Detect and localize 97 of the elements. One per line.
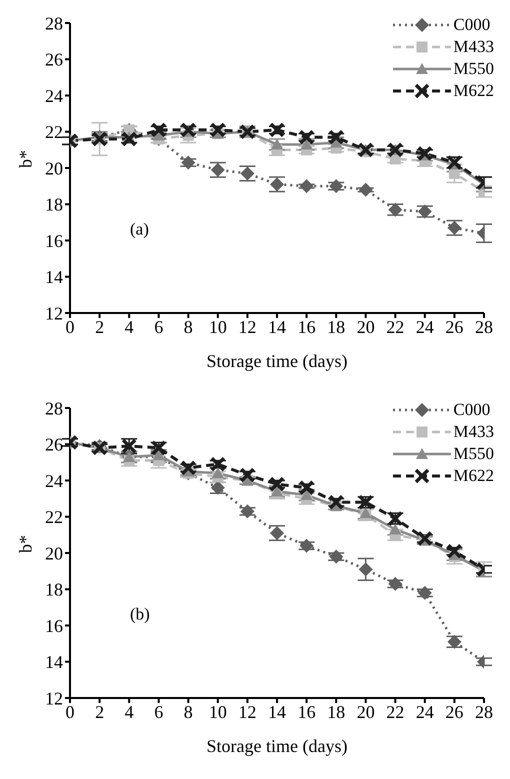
point [358,182,373,197]
x-tick-label: 18 [327,702,346,722]
y-axis-title: b* [15,535,36,553]
point [300,179,314,194]
x-tick-label: 26 [445,702,464,722]
y-tick-label: 12 [45,303,63,324]
point [417,530,433,546]
point [358,142,374,158]
y-tick-label: 16 [45,230,63,251]
x-tick-label: 4 [124,316,134,337]
y-tick-label: 26 [45,50,63,70]
annotation: (a) [130,220,149,239]
x-tick-label: 18 [327,316,346,337]
point [121,131,137,147]
y-tick-label: 26 [45,434,63,455]
x-tick-label: 24 [416,316,434,337]
point [210,122,226,138]
y-tick-label: 18 [45,580,63,600]
legend-label: M550 [453,443,494,465]
point [240,504,254,518]
x-tick-label: 20 [356,316,375,337]
point [329,179,344,194]
y-tick-label: 24 [45,86,63,106]
point [298,129,314,145]
point [328,129,344,145]
x-tick-label: 6 [154,316,164,337]
annotation: (b) [130,604,150,624]
x-tick-label: 28 [475,702,493,722]
point [150,122,166,138]
y-tick-label: 28 [45,398,63,418]
point [181,156,196,170]
y-tick-label: 14 [45,652,63,672]
point [269,122,285,138]
y-tick-label: 18 [45,194,63,215]
x-tick-label: 0 [66,316,74,337]
point [446,543,462,559]
x-tick-label: 28 [475,316,493,337]
legend-label: M433 [453,421,494,443]
x-tick-label: 14 [268,316,286,337]
y-tick-label: 16 [45,616,63,636]
x-tick-label: 20 [356,702,375,722]
x-tick-label: 10 [208,316,227,337]
point [388,576,402,591]
y-axis-title: b* [15,150,36,168]
x-tick-label: 0 [66,702,74,722]
x-tick-label: 16 [298,316,316,337]
x-tick-label: 4 [124,702,134,722]
x-tick-label: 16 [298,702,316,722]
point [328,494,344,510]
x-tick-label: 24 [416,702,434,722]
point [152,449,165,460]
x-tick-label: 14 [268,702,286,722]
x-tick-label: 22 [386,702,404,722]
point [271,138,283,150]
y-tick-label: 24 [45,470,63,491]
legend-label: M622 [453,465,494,487]
x-tick-label: 8 [184,702,193,722]
y-tick-label: 22 [45,507,63,528]
point [358,562,373,576]
y-tick-label: 20 [45,158,63,178]
point [300,538,314,553]
x-tick-label: 2 [95,316,104,337]
legend-label: C000 [453,14,490,36]
point [329,550,344,564]
legend-label: M433 [453,36,494,58]
legend-label: M622 [453,80,494,102]
x-axis-title: Storage time (days) [206,736,348,756]
x-tick-label: 8 [184,316,193,337]
x-tick-label: 10 [208,702,227,722]
point [389,523,402,534]
x-tick-label: 6 [154,702,164,722]
y-tick-label: 14 [45,267,63,288]
legend-label: C000 [453,399,490,421]
legend-label: M550 [453,58,494,80]
point [417,146,433,162]
point [418,586,432,600]
point [300,138,313,150]
y-tick-label: 22 [45,122,63,142]
x-tick-label: 22 [386,316,404,337]
point [212,467,224,478]
y-tick-label: 20 [45,543,63,564]
point [300,489,313,500]
point [298,480,314,496]
x-tick-label: 2 [95,702,104,722]
point [271,485,283,496]
y-tick-label: 12 [45,688,63,708]
x-axis-title: Storage time (days) [206,351,348,371]
x-tick-label: 26 [445,316,464,337]
point [269,476,285,492]
point [180,460,196,476]
point [210,456,226,472]
point [388,142,404,158]
x-tick-label: 12 [238,316,256,337]
y-tick-label: 28 [45,13,63,34]
x-tick-label: 12 [238,702,256,722]
point [180,122,196,138]
point [240,467,256,483]
